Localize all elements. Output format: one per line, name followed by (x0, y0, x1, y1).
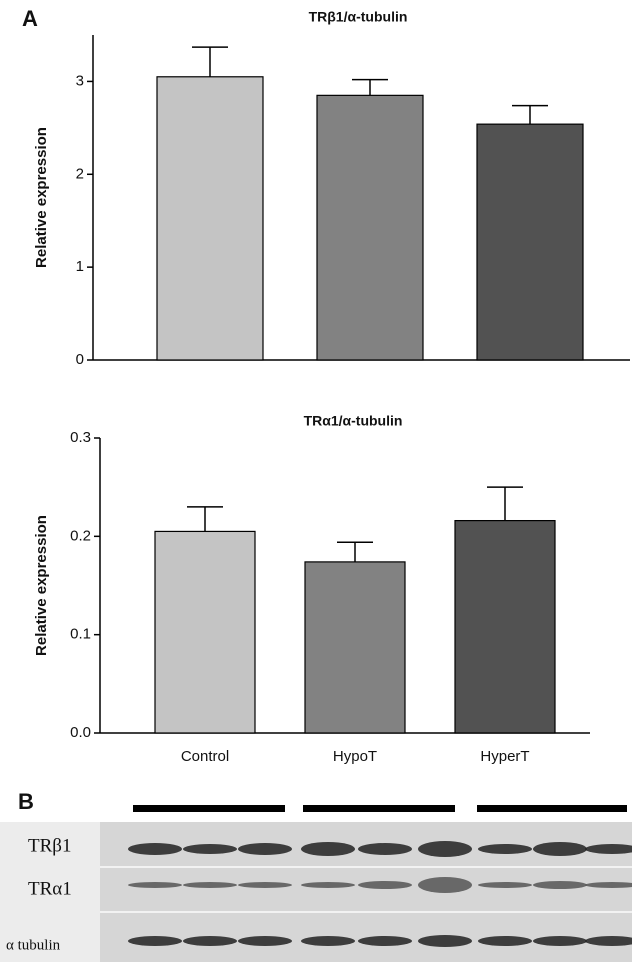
blot-band (128, 882, 182, 888)
blot-row-label: TRβ1 (28, 835, 71, 856)
blot-row-label: TRα1 (28, 878, 72, 899)
x-tick-label: Control (181, 748, 229, 765)
blot-band (533, 881, 587, 889)
blot-row-label: α tubulin (6, 937, 61, 953)
blot-band (301, 842, 355, 856)
y-tick-label: 0 (76, 351, 84, 368)
blot-band (238, 882, 292, 888)
bar (305, 562, 405, 733)
x-tick-label: HypoT (333, 748, 377, 765)
group-bar (133, 805, 285, 812)
blot-band (478, 844, 532, 854)
y-tick-label: 0.3 (70, 429, 91, 446)
blot-band (128, 936, 182, 946)
y-axis-label: Relative expression (33, 127, 50, 268)
blot-band (533, 842, 587, 856)
bar (157, 77, 263, 360)
panel-label: B (18, 789, 34, 814)
panel-label: A (22, 6, 38, 31)
blot-band (238, 936, 292, 946)
blot-band (183, 936, 237, 946)
x-tick-label: HyperT (480, 748, 529, 765)
blot-band (358, 881, 412, 889)
blot-band (301, 936, 355, 946)
blot-band (478, 936, 532, 946)
y-tick-label: 3 (76, 72, 84, 89)
blot-band (358, 936, 412, 946)
chart-title: TRβ1/α-tubulin (309, 9, 408, 25)
y-tick-label: 0.0 (70, 724, 91, 741)
y-tick-label: 0.1 (70, 626, 91, 643)
blot-band (478, 882, 532, 888)
blot-band (358, 843, 412, 855)
y-tick-label: 1 (76, 258, 84, 275)
bar (477, 124, 583, 360)
blot-band (418, 877, 472, 893)
y-tick-label: 2 (76, 165, 84, 182)
bar (317, 95, 423, 360)
y-axis-label: Relative expression (33, 515, 50, 656)
blot-band (238, 843, 292, 855)
bar (455, 521, 555, 733)
y-tick-label: 0.2 (70, 527, 91, 544)
group-bar (303, 805, 455, 812)
chart-title: TRα1/α-tubulin (304, 413, 403, 429)
blot-band (183, 882, 237, 888)
blot-band (128, 843, 182, 855)
blot-band (533, 936, 587, 946)
bar (155, 531, 255, 733)
blot-band (418, 841, 472, 857)
group-bar (477, 805, 627, 812)
blot-band (183, 844, 237, 854)
figure: A B TRβ1 TRα1 α tubulin TRβ1/α-tubulin Re… (0, 0, 632, 962)
blot-band (418, 935, 472, 947)
blot-band (301, 882, 355, 888)
